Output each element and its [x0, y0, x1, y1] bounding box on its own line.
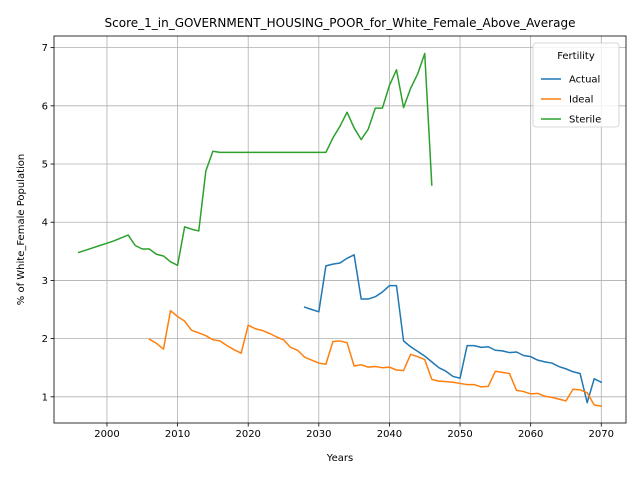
- x-tick-label: 2010: [165, 429, 190, 440]
- x-tick-label: 2030: [306, 429, 331, 440]
- x-tick-label: 2020: [235, 429, 260, 440]
- series-line-sterile: [77, 52, 433, 267]
- x-axis-label: Years: [326, 453, 353, 464]
- series-lines: [77, 52, 603, 407]
- legend-label-sterile: Sterile: [569, 115, 601, 126]
- legend-label-actual: Actual: [569, 75, 600, 86]
- y-tick-label: 2: [42, 334, 48, 345]
- legend-title: Fertility: [557, 51, 595, 62]
- x-tick-label: 2070: [589, 429, 614, 440]
- chart-title: Score_1_in_GOVERNMENT_HOUSING_POOR_for_W…: [105, 16, 576, 30]
- y-tick-label: 7: [42, 43, 48, 54]
- y-tick-label: 5: [42, 160, 48, 171]
- legend-entries: Actual Ideal Sterile: [541, 75, 601, 126]
- x-tick-label: 2000: [94, 429, 119, 440]
- y-axis-label: % of White_Female Population: [16, 154, 27, 305]
- plot-frame: [53, 35, 627, 424]
- x-tick-label: 2050: [447, 429, 472, 440]
- y-tick-label: 6: [42, 101, 48, 112]
- x-tick-label: 2060: [518, 429, 543, 440]
- legend-box: [532, 42, 620, 128]
- y-tick-label: 1: [42, 392, 48, 403]
- y-tick-label: 4: [42, 218, 48, 229]
- axis-ticks: 2000 2010 2020 2030 2040 2050 2060 2070 1 2 3 4 5 6 7: [42, 43, 614, 440]
- legend-label-ideal: Ideal: [569, 95, 593, 106]
- y-tick-label: 3: [42, 276, 48, 287]
- x-tick-label: 2040: [377, 429, 402, 440]
- series-line-actual: [303, 254, 603, 404]
- legend: Fertility Actual Ideal Sterile: [532, 42, 620, 128]
- series-line-ideal: [148, 309, 603, 407]
